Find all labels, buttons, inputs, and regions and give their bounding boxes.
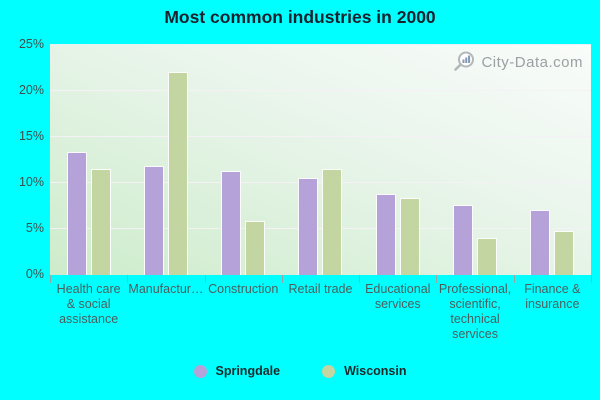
bar-group bbox=[282, 45, 359, 275]
y-axis-tick-label: 5% bbox=[25, 221, 44, 235]
bar-wisconsin bbox=[322, 169, 343, 275]
watermark: City-Data.com bbox=[452, 50, 583, 74]
bar-springdale bbox=[221, 171, 242, 275]
legend-swatch-icon bbox=[322, 364, 336, 378]
watermark-text: City-Data.com bbox=[481, 53, 583, 71]
bar-springdale bbox=[375, 194, 396, 275]
legend-swatch-icon bbox=[193, 364, 207, 378]
legend-item-wisconsin: Wisconsin bbox=[322, 364, 407, 378]
bar-springdale bbox=[298, 178, 319, 275]
bar-group bbox=[127, 45, 204, 275]
x-axis-tick bbox=[281, 275, 283, 283]
bar-group bbox=[359, 45, 436, 275]
bar-springdale bbox=[66, 151, 87, 275]
x-axis-tick bbox=[591, 275, 592, 283]
y-axis-tick-label: 25% bbox=[18, 37, 44, 51]
legend-label: Wisconsin bbox=[344, 364, 407, 378]
bar-wisconsin bbox=[245, 220, 266, 275]
y-axis-tick-label: 0% bbox=[25, 267, 44, 281]
x-axis-category-label: Construction bbox=[208, 282, 279, 296]
bar-wisconsin bbox=[477, 238, 498, 275]
bar-wisconsin bbox=[167, 71, 188, 275]
bar-groups bbox=[50, 45, 591, 275]
bar-group bbox=[436, 45, 513, 275]
x-axis-tick bbox=[436, 275, 438, 283]
bar-springdale bbox=[143, 166, 164, 275]
y-axis-tick-label: 20% bbox=[18, 83, 44, 97]
x-axis-tick bbox=[127, 275, 129, 283]
x-axis-tick bbox=[204, 275, 206, 283]
x-axis-category-label: Health care & social assistance bbox=[56, 282, 121, 326]
y-axis-tick-label: 15% bbox=[18, 129, 44, 143]
chart-title: Most common industries in 2000 bbox=[164, 7, 436, 27]
city-data-logo-icon bbox=[454, 51, 475, 71]
x-axis-tick bbox=[359, 275, 361, 283]
bar-group bbox=[205, 45, 282, 275]
x-axis-tick bbox=[50, 275, 51, 283]
bar-springdale bbox=[453, 205, 474, 275]
legend-label: Springdale bbox=[215, 364, 281, 378]
plot-area: City-Data.com bbox=[50, 44, 591, 275]
x-axis-labels: Health care & social assistance Manufactur…… bbox=[50, 282, 591, 342]
bar-wisconsin bbox=[399, 197, 420, 275]
x-axis-category-label: Retail trade bbox=[288, 282, 353, 296]
x-axis-tick bbox=[513, 275, 515, 283]
legend: Springdale Wisconsin bbox=[0, 364, 600, 378]
x-axis-category-label: Educational services bbox=[365, 282, 431, 311]
bar-group bbox=[50, 45, 127, 275]
y-axis-tick-label: 10% bbox=[18, 175, 44, 189]
bar-wisconsin bbox=[554, 230, 575, 275]
x-axis-category-label: Finance & insurance bbox=[524, 282, 581, 311]
x-axis-category-label: Manufactur… bbox=[128, 282, 204, 296]
legend-item-springdale: Springdale bbox=[193, 364, 281, 378]
bar-wisconsin bbox=[90, 169, 111, 275]
x-axis-category-label: Professional, scientific, technical service… bbox=[438, 282, 512, 341]
bar-group bbox=[514, 45, 591, 275]
bar-springdale bbox=[530, 209, 551, 275]
